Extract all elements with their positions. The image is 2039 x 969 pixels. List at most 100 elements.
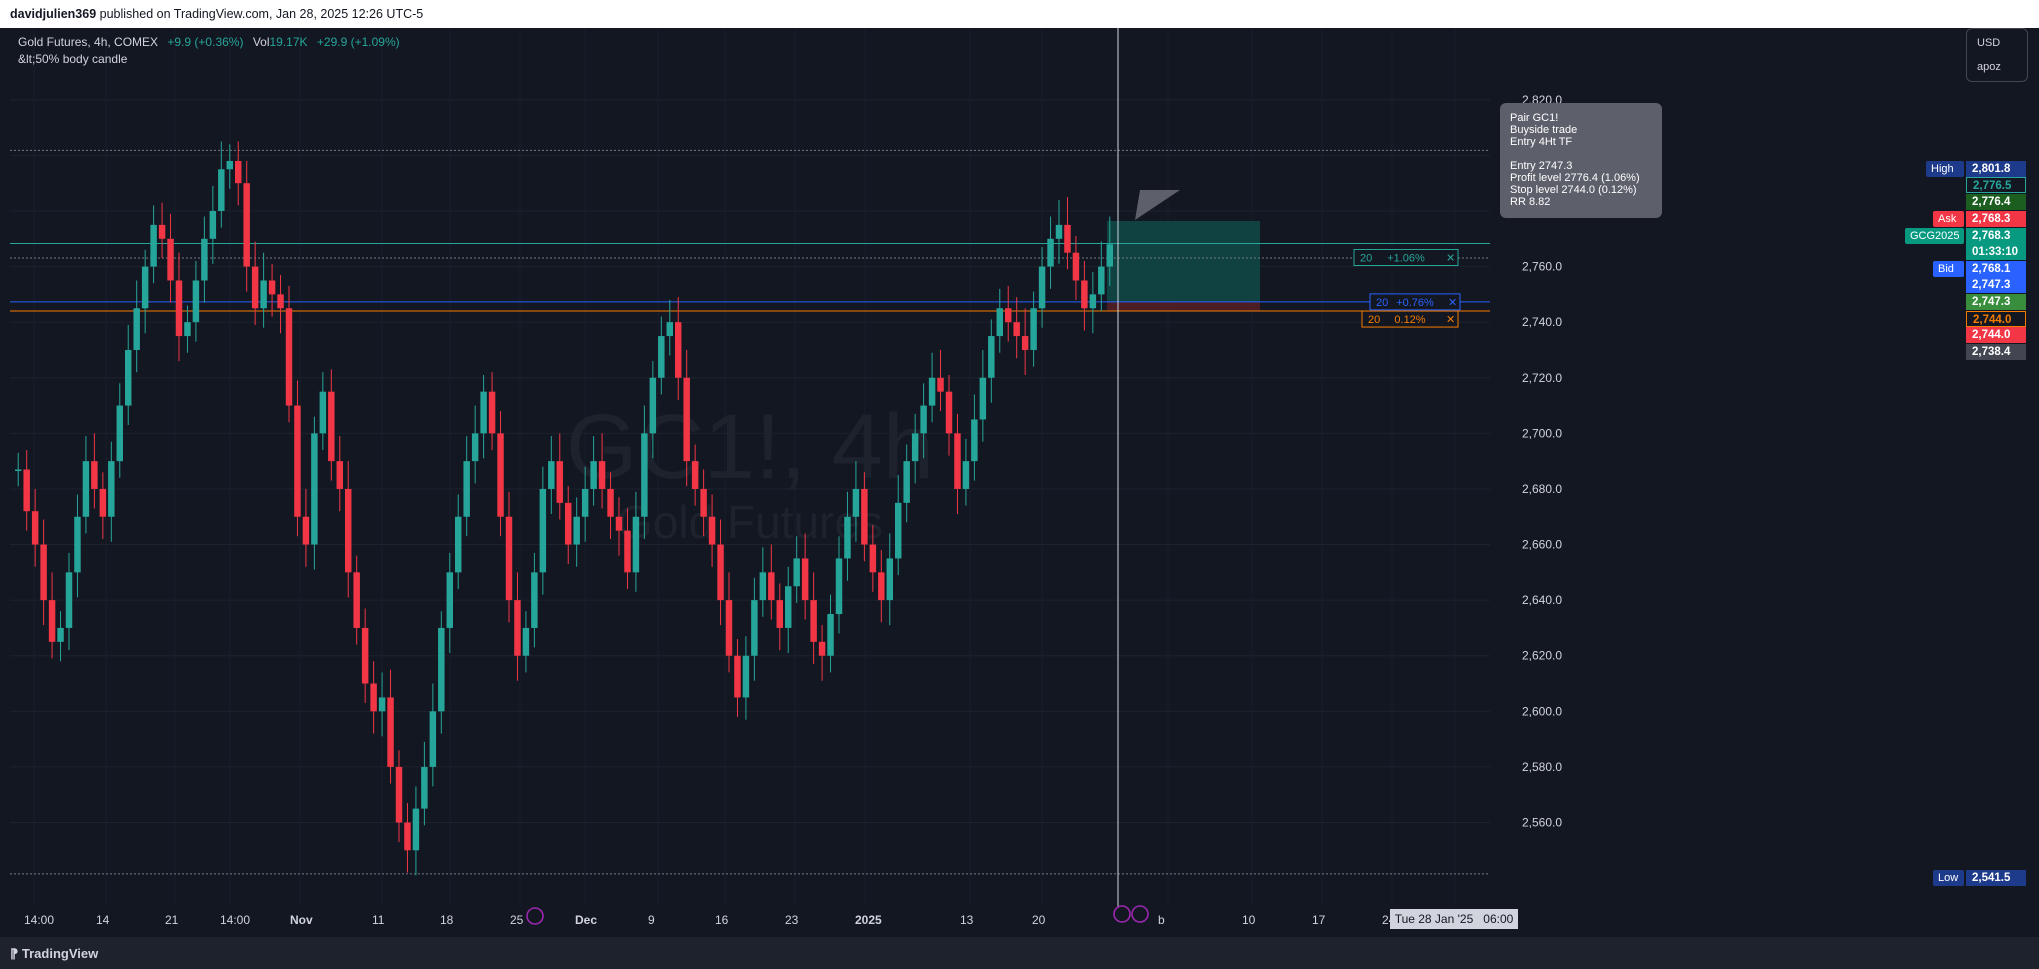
crosshair-time: Tue 28 Jan '25 06:00 [1390, 909, 1518, 929]
candle-body [184, 322, 191, 337]
tooltip-line: Entry 2747.3 [1510, 160, 1573, 172]
profit-tag [1353, 249, 1459, 267]
candle-body [125, 349, 132, 406]
candle-body [649, 377, 657, 434]
price-tick: 2,580.0 [1522, 760, 1562, 774]
tooltip-line: Entry 4Ht TF [1510, 136, 1573, 148]
tooltip-pointer [1135, 190, 1180, 220]
price-label-value: 2,776.4 [1966, 194, 2026, 210]
candle-body [971, 419, 978, 462]
candle-body [886, 558, 893, 601]
candle-body [675, 322, 682, 378]
candle-body [353, 572, 360, 628]
time-tick: 21 [165, 913, 179, 927]
volume-value: 19.17K [269, 35, 308, 49]
candle-body [861, 488, 868, 545]
candle-body [243, 183, 250, 267]
candle-body [556, 461, 563, 503]
entry-tag-pct: +0.76% [1396, 297, 1434, 309]
candle-body [505, 516, 513, 601]
candle-body [725, 600, 733, 656]
volume-change: +29.9 (+1.09%) [316, 35, 400, 49]
currency-box[interactable]: USD apoz [1966, 28, 2028, 82]
indicator-name[interactable]: &lt;50% body candle [18, 52, 128, 66]
profit-zone [1107, 220, 1260, 302]
candle-body [336, 461, 343, 489]
candle-body [988, 336, 995, 378]
publish-info: davidjulien369 published on TradingView.… [10, 7, 424, 21]
candle-body [928, 377, 936, 406]
candle-body [1005, 308, 1012, 323]
time-tick: 2025 [855, 913, 882, 927]
candle-body [691, 461, 699, 489]
candle-body [717, 544, 724, 601]
candle-body [565, 502, 572, 545]
candle-body [361, 627, 369, 684]
stop-zone [1107, 301, 1260, 312]
candle-body [1064, 224, 1071, 253]
time-tick: 17 [1312, 913, 1326, 927]
candle-body [531, 572, 538, 628]
candle-body [954, 433, 961, 489]
price-tick: 2,620.0 [1522, 649, 1562, 663]
candle-body [260, 280, 267, 309]
candle-body [1030, 308, 1037, 350]
candle-body [962, 461, 970, 489]
candle-body [277, 294, 284, 309]
candle-body [581, 488, 589, 517]
tradingview-logo[interactable]: ⁋ TradingView [10, 946, 99, 961]
candle-body [175, 280, 183, 337]
candle-body [158, 224, 166, 239]
candle-body [835, 558, 843, 615]
time-tick: 14:00 [220, 913, 250, 927]
candle-body [218, 169, 225, 211]
candle-body [801, 558, 809, 601]
candle-body [920, 405, 927, 434]
candle-body [23, 469, 30, 512]
event-icon [1131, 905, 1149, 923]
entry-tag [1369, 293, 1461, 311]
price-label-value: 2,738.4 [1966, 344, 2026, 360]
candle-body [1089, 294, 1097, 309]
candle-body [895, 502, 902, 559]
candle-body [387, 697, 394, 767]
symbol-name[interactable]: Gold Futures, 4h, COMEX [18, 35, 159, 49]
candle-body [666, 322, 673, 337]
candle-body [785, 586, 792, 628]
candle-body [91, 461, 98, 489]
tooltip-line: Profit level 2776.4 (1.06%) [1510, 172, 1640, 184]
candle-body [1047, 238, 1054, 267]
candle-body [328, 391, 335, 462]
candle-body [412, 808, 420, 851]
profit-tag-pct: +1.06% [1387, 253, 1425, 265]
volume-label: Vol [252, 35, 270, 49]
price-chart[interactable]: 2,820.02,800.02,780.02,760.02,740.02,720… [10, 28, 2039, 937]
candle-body [1013, 322, 1020, 337]
candle-body [878, 572, 885, 601]
price-label-value: 2,744.0 [1966, 311, 2026, 327]
candle-body [311, 433, 318, 545]
candle-body [903, 461, 910, 503]
candle-body [734, 655, 741, 698]
candle-body [488, 391, 496, 434]
price-label-tag: GCG2025 [1905, 228, 1964, 244]
candle-body [395, 766, 403, 823]
symbol-legend: Gold Futures, 4h, COMEX +9.9 (+0.36%) Vo… [18, 34, 400, 68]
publish-bar: davidjulien369 published on TradingView.… [0, 0, 2039, 28]
candle-body [370, 683, 377, 712]
candle-body [751, 600, 758, 656]
price-label-value: 2,747.3 [1966, 294, 2026, 310]
entry-tag-qty: 20 [1376, 297, 1388, 309]
stop-tag-qty: 20 [1368, 314, 1380, 326]
time-tick: Nov [290, 913, 313, 927]
price-label-tag: Low [1933, 870, 1964, 886]
candle-body [590, 461, 597, 489]
time-tick: 14 [96, 913, 110, 927]
candle-body [548, 461, 555, 489]
candle-body [497, 433, 504, 517]
candle-body [979, 377, 987, 420]
chart-area[interactable]: 2,820.02,800.02,780.02,760.02,740.02,720… [10, 28, 2039, 937]
candle-body [818, 641, 826, 656]
time-tick: 9 [648, 913, 655, 927]
time-tick: 10 [1242, 913, 1256, 927]
